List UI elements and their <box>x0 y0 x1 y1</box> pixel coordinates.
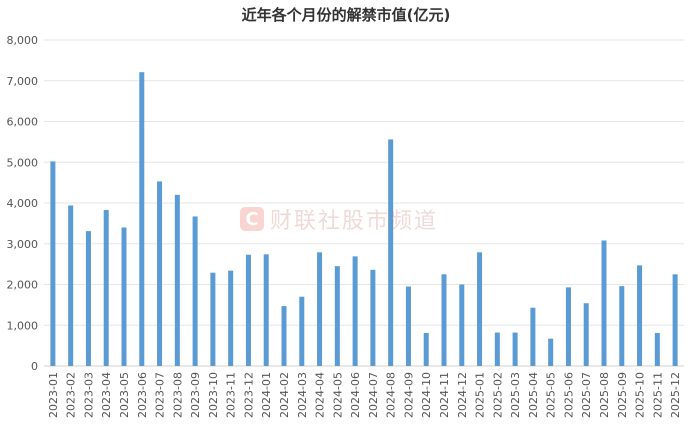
x-tick-label: 2023-06 <box>136 372 149 418</box>
y-tick-label: 7,000 <box>7 75 39 88</box>
y-tick-label: 2,000 <box>7 279 39 292</box>
x-tick-label: 2025-08 <box>598 372 611 418</box>
bar <box>619 286 625 366</box>
bar <box>654 332 660 366</box>
bar <box>299 296 305 366</box>
x-tick-label: 2023-12 <box>242 372 255 418</box>
bar <box>601 240 607 366</box>
bar <box>459 284 465 366</box>
x-tick-label: 2024-11 <box>438 372 451 418</box>
bar <box>50 161 56 366</box>
bar <box>139 72 145 366</box>
watermark-text: 财联社股市频道 <box>270 209 439 234</box>
bar <box>352 256 358 366</box>
x-tick-label: 2025-01 <box>474 372 487 418</box>
x-tick-label: 2023-07 <box>154 372 167 418</box>
bar <box>103 209 109 366</box>
y-tick-label: 4,000 <box>7 197 39 210</box>
bar <box>157 181 163 366</box>
x-tick-label: 2025-06 <box>562 372 575 418</box>
y-tick-label: 8,000 <box>7 34 39 47</box>
bar <box>477 252 483 366</box>
x-tick-label: 2024-03 <box>296 372 309 418</box>
bar <box>263 254 269 366</box>
x-tick-label: 2024-09 <box>402 372 415 418</box>
bar <box>423 332 429 366</box>
x-tick-label: 2025-07 <box>580 372 593 418</box>
bar <box>672 274 678 366</box>
bar <box>548 338 554 366</box>
x-tick-label: 2023-02 <box>65 372 78 418</box>
bar <box>174 194 180 366</box>
x-tick-label: 2025-02 <box>491 372 504 418</box>
x-tick-label: 2025-03 <box>509 372 522 418</box>
bar <box>530 307 536 366</box>
bar <box>512 332 518 366</box>
x-tick-label: 2023-01 <box>47 372 60 418</box>
y-tick-label: 0 <box>31 360 38 373</box>
x-tick-label: 2023-10 <box>207 372 220 418</box>
bar <box>388 139 394 366</box>
bar <box>637 265 643 366</box>
x-tick-label: 2024-08 <box>385 372 398 418</box>
chart-title: 近年各个月份的解禁市值(亿元) <box>241 6 451 24</box>
x-tick-label: 2024-10 <box>420 372 433 418</box>
x-tick-label: 2023-08 <box>171 372 184 418</box>
x-tick-label: 2025-11 <box>651 372 664 418</box>
x-tick-label: 2024-07 <box>367 372 380 418</box>
x-tick-label: 2024-12 <box>456 372 469 418</box>
bar <box>370 269 376 366</box>
x-tick-label: 2024-01 <box>260 372 273 418</box>
bar <box>228 270 234 366</box>
x-tick-label: 2024-02 <box>278 372 291 418</box>
bar <box>85 231 91 366</box>
bar <box>494 332 500 366</box>
y-tick-label: 1,000 <box>7 319 39 332</box>
bar <box>192 216 198 366</box>
bar <box>281 306 287 366</box>
x-tick-label: 2025-05 <box>545 372 558 418</box>
watermark: C 财联社股市频道 <box>240 204 438 234</box>
x-tick-label: 2023-09 <box>189 372 202 418</box>
x-tick-label: 2025-09 <box>616 372 629 418</box>
bar <box>68 205 74 366</box>
bar <box>121 227 127 366</box>
y-tick-label: 5,000 <box>7 156 39 169</box>
bar <box>210 272 216 366</box>
y-tick-label: 3,000 <box>7 238 39 251</box>
bar <box>405 286 411 366</box>
x-tick-label: 2024-05 <box>331 372 344 418</box>
bar <box>334 266 340 366</box>
bar <box>245 254 251 366</box>
x-tick-label: 2025-04 <box>527 372 540 418</box>
bar <box>583 303 589 366</box>
bar <box>565 287 571 366</box>
x-tick-label: 2024-06 <box>349 372 362 418</box>
x-tick-label: 2025-10 <box>634 372 647 418</box>
x-tick-label: 2023-11 <box>225 372 238 418</box>
x-tick-label: 2023-04 <box>100 372 113 418</box>
watermark-logo-icon: C <box>240 207 264 231</box>
x-tick-label: 2023-03 <box>82 372 95 418</box>
bar <box>317 252 323 366</box>
y-tick-label: 6,000 <box>7 116 39 129</box>
x-tick-label: 2024-04 <box>314 372 327 418</box>
x-tick-label: 2025-12 <box>669 372 682 418</box>
x-tick-label: 2023-05 <box>118 372 131 418</box>
bar <box>441 274 447 366</box>
